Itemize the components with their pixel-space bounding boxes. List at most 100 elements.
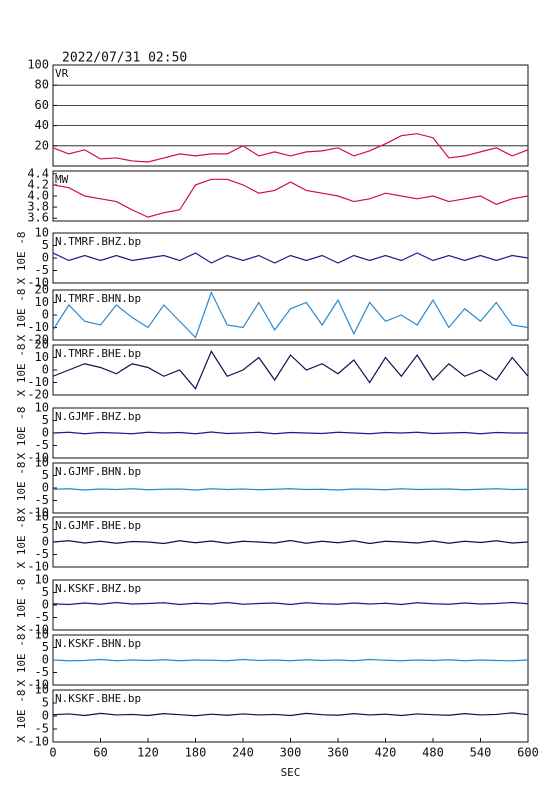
panel-label: N.KSKF.BHN.bp xyxy=(55,637,141,650)
y-tick-label: 0 xyxy=(42,363,49,377)
chart-title: 2022/07/31 02:50 xyxy=(62,51,187,66)
panel-label: N.TMRF.BHE.bp xyxy=(55,347,141,360)
y-tick-label: 0 xyxy=(42,426,49,440)
y-tick-label: 5 xyxy=(42,413,49,427)
x-tick-label: 480 xyxy=(422,746,444,760)
x-tick-label: 120 xyxy=(137,746,159,760)
x-tick-label: 420 xyxy=(375,746,397,760)
y-tick-label: 0 xyxy=(42,653,49,667)
y-tick-label: -5 xyxy=(35,438,49,452)
x-tick-label: 360 xyxy=(327,746,349,760)
y-tick-label: -10 xyxy=(27,735,49,749)
waveform-line xyxy=(52,539,529,545)
y-tick-label: 10 xyxy=(35,628,49,642)
y-axis-label: X 10E -8 xyxy=(15,634,28,687)
y-tick-label: -5 xyxy=(35,547,49,561)
y-tick-label: 10 xyxy=(35,510,49,524)
waveform-line xyxy=(52,252,529,264)
panel-label: N.TMRF.BHN.bp xyxy=(55,292,141,305)
y-tick-label: -5 xyxy=(35,493,49,507)
y-tick-label: 0 xyxy=(42,308,49,322)
y-tick-label: 60 xyxy=(35,98,49,112)
y-tick-label: 4.4 xyxy=(27,166,49,180)
y-tick-label: 20 xyxy=(35,283,49,297)
waveform-line xyxy=(52,133,529,163)
x-tick-label: 600 xyxy=(517,746,539,760)
x-tick-label: 540 xyxy=(470,746,492,760)
y-tick-label: -5 xyxy=(35,610,49,624)
panel-label: N.GJMF.BHE.bp xyxy=(55,519,141,532)
waveform-line xyxy=(52,712,529,717)
y-axis-label: X 10E -8 xyxy=(15,232,28,285)
x-tick-label: 0 xyxy=(49,746,56,760)
panel-label: N.GJMF.BHN.bp xyxy=(55,465,141,478)
y-axis-label: X 10E -8 xyxy=(15,579,28,632)
y-tick-label: 0 xyxy=(42,709,49,723)
waveform-line xyxy=(52,658,529,662)
y-tick-label: 3.6 xyxy=(27,211,49,225)
y-tick-label: -10 xyxy=(27,451,49,465)
x-tick-label: 300 xyxy=(280,746,302,760)
x-tick-label: 180 xyxy=(185,746,207,760)
x-tick-label: 240 xyxy=(232,746,254,760)
y-tick-label: 4.2 xyxy=(27,177,49,191)
waveform-line xyxy=(52,349,529,390)
y-tick-label: 5 xyxy=(42,585,49,599)
panel-label: MW xyxy=(55,173,69,186)
y-tick-label: 40 xyxy=(35,118,49,132)
y-tick-label: 20 xyxy=(35,338,49,352)
y-tick-label: 3.8 xyxy=(27,200,49,214)
waveform-line xyxy=(52,488,529,491)
y-tick-label: 10 xyxy=(35,226,49,240)
y-tick-label: -10 xyxy=(27,678,49,692)
waveform-line xyxy=(52,601,529,606)
y-tick-label: 0 xyxy=(42,535,49,549)
y-tick-label: -10 xyxy=(27,375,49,389)
y-axis-label: X 10E -8 xyxy=(15,516,28,569)
y-tick-label: 0 xyxy=(42,481,49,495)
waveform-line xyxy=(52,431,528,435)
y-tick-label: 10 xyxy=(35,683,49,697)
y-tick-label: -5 xyxy=(35,665,49,679)
x-tick-label: 60 xyxy=(93,746,107,760)
y-tick-label: -20 xyxy=(27,388,49,402)
y-tick-label: 0 xyxy=(42,598,49,612)
panel-label: N.TMRF.BHZ.bp xyxy=(55,235,141,248)
y-tick-label: -10 xyxy=(27,276,49,290)
y-axis-label: X 10E -8 xyxy=(15,407,28,460)
panel-frame xyxy=(52,64,529,167)
y-tick-label: 5 xyxy=(42,522,49,536)
y-tick-label: 100 xyxy=(27,58,49,72)
y-axis-label: X 10E -8 xyxy=(15,289,28,342)
y-tick-label: -5 xyxy=(35,263,49,277)
y-tick-label: 10 xyxy=(35,573,49,587)
y-tick-label: -10 xyxy=(27,560,49,574)
y-tick-label: 5 xyxy=(42,238,49,252)
y-tick-label: 10 xyxy=(35,456,49,470)
y-tick-label: 10 xyxy=(35,401,49,415)
y-tick-label: 10 xyxy=(35,295,49,309)
panel-frame xyxy=(52,170,529,222)
panel-label: N.KSKF.BHZ.bp xyxy=(55,582,141,595)
y-tick-label: 4.0 xyxy=(27,189,49,203)
y-tick-label: 5 xyxy=(42,468,49,482)
y-tick-label: 5 xyxy=(42,640,49,654)
y-axis-label: X 10E -8 xyxy=(15,462,28,515)
waveform-line xyxy=(52,178,529,218)
y-tick-label: -10 xyxy=(27,320,49,334)
y-tick-label: 10 xyxy=(35,350,49,364)
waveform-line xyxy=(52,290,529,339)
panel-label: VR xyxy=(55,67,69,80)
y-tick-label: 5 xyxy=(42,696,49,710)
panel-label: N.GJMF.BHZ.bp xyxy=(55,410,141,423)
y-tick-label: 80 xyxy=(35,78,49,92)
y-tick-label: -5 xyxy=(35,722,49,736)
panel-label: N.KSKF.BHE.bp xyxy=(55,692,141,705)
y-axis-label: X 10E -8 xyxy=(15,690,28,743)
y-tick-label: 20 xyxy=(35,138,49,152)
y-tick-label: -10 xyxy=(27,506,49,520)
y-tick-label: -10 xyxy=(27,623,49,637)
y-tick-label: 0 xyxy=(42,251,49,265)
y-axis-label: X 10E -8 xyxy=(15,344,28,397)
